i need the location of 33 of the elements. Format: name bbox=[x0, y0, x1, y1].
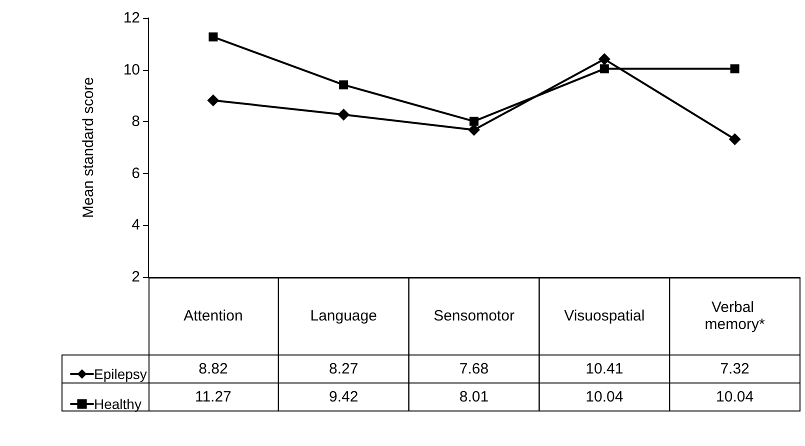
y-tick-label: 8 bbox=[132, 113, 140, 130]
point bbox=[600, 64, 609, 74]
x-tick-label: Sensomotor bbox=[434, 308, 514, 324]
data-label: 11.27 bbox=[194, 388, 232, 406]
data-label: 8.82 bbox=[198, 360, 228, 378]
point bbox=[728, 133, 741, 146]
data-label: 8.01 bbox=[459, 388, 489, 406]
y-tick-label: 10 bbox=[123, 61, 140, 78]
legend-label: Epilepsy bbox=[94, 366, 147, 382]
data-label: 7.68 bbox=[459, 360, 489, 378]
y-axis-title: Mean standard score bbox=[80, 77, 97, 218]
data-label: 10.04 bbox=[716, 388, 754, 406]
x-tick-label: Attention bbox=[184, 308, 243, 324]
data-label: 10.04 bbox=[586, 388, 624, 406]
y-tick-label: 6 bbox=[132, 164, 140, 182]
x-tick-label: Visuospatial bbox=[564, 308, 645, 324]
point bbox=[470, 116, 478, 126]
x-tick-label: Language bbox=[310, 308, 377, 324]
point bbox=[208, 32, 218, 42]
y-tick-label: 2 bbox=[132, 268, 140, 286]
data-label: 10.41 bbox=[586, 360, 624, 378]
point bbox=[338, 108, 350, 121]
point bbox=[207, 94, 220, 106]
legend-label: Healthy bbox=[94, 396, 142, 412]
data-label: 7.32 bbox=[720, 360, 750, 378]
x-tick-label: Verbal memory* bbox=[704, 299, 765, 333]
y-tick-label: 4 bbox=[132, 216, 140, 234]
y-tick-label: 12 bbox=[123, 10, 140, 26]
point bbox=[339, 80, 348, 90]
point bbox=[598, 53, 610, 66]
data-label: 8.27 bbox=[329, 360, 358, 378]
point bbox=[730, 64, 740, 74]
data-label: 9.42 bbox=[329, 388, 358, 406]
